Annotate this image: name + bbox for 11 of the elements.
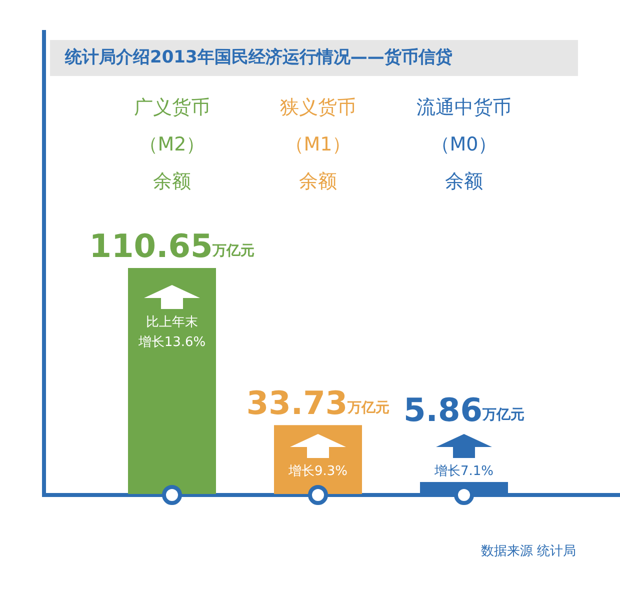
- data-label: 110.65万亿元: [89, 227, 255, 265]
- x-tick-label: 广义货币（M2）余额: [134, 96, 210, 192]
- x-tick-label: 流通中货币（M0）余额: [416, 96, 512, 192]
- source-note: 数据来源 统计局: [480, 544, 576, 559]
- annotation: 增长7.1%: [433, 463, 495, 481]
- data-label: 5.86万亿元: [404, 391, 524, 429]
- x-tick-label: 狭义货币（M1）余额: [280, 96, 356, 192]
- annotation: 增长9.3%: [287, 463, 349, 481]
- data-label: 33.73万亿元: [246, 384, 390, 422]
- chart-title: 统计局介绍2013年国民经济运行情况——货币信贷: [64, 48, 452, 68]
- annotation: 比上年末增长13.6%: [137, 314, 207, 352]
